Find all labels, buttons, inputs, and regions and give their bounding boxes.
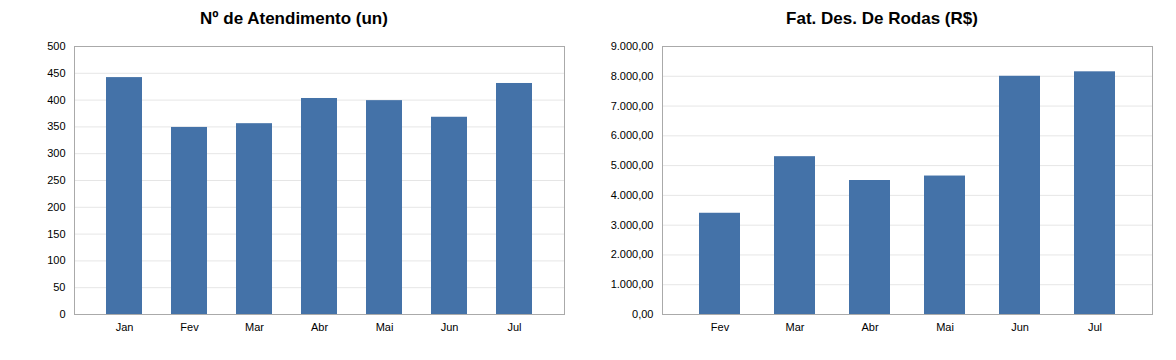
svg-text:Jul: Jul [507,321,521,333]
svg-text:1.000,00: 1.000,00 [611,278,654,290]
svg-text:Mai: Mai [936,321,954,333]
svg-text:50: 50 [53,281,65,293]
svg-text:3.000,00: 3.000,00 [611,219,654,231]
svg-text:6.000,00: 6.000,00 [611,129,654,141]
svg-text:Mar: Mar [245,321,264,333]
svg-text:Jan: Jan [116,321,134,333]
svg-text:350: 350 [47,120,65,132]
html-text:Fat. Des. De Rodas (R$): Fat. Des. De Rodas (R$) [786,9,978,28]
svg-text:300: 300 [47,147,65,159]
svg-text:Mai: Mai [376,321,394,333]
svg-text:Jun: Jun [1011,321,1029,333]
svg-text:Jun: Jun [441,321,459,333]
svg-text:200: 200 [47,201,65,213]
svg-text:450: 450 [47,67,65,79]
svg-text:Jul: Jul [1088,321,1102,333]
html-text:Nº de Atendimento (un): Nº de Atendimento (un) [200,9,388,28]
svg-text:2.000,00: 2.000,00 [611,248,654,260]
svg-text:5.000,00: 5.000,00 [611,159,654,171]
svg-text:0,00: 0,00 [632,308,653,320]
svg-text:7.000,00: 7.000,00 [611,100,654,112]
svg-text:Fev: Fev [180,321,199,333]
svg-text:400: 400 [47,94,65,106]
svg-text:500: 500 [47,40,65,52]
svg-text:8.000,00: 8.000,00 [611,70,654,82]
svg-text:250: 250 [47,174,65,186]
svg-text:0: 0 [59,308,65,320]
svg-text:9.000,00: 9.000,00 [611,40,654,52]
svg-text:Abr: Abr [861,321,878,333]
svg-text:Abr: Abr [311,321,328,333]
svg-text:Mar: Mar [786,321,805,333]
svg-text:Fev: Fev [711,321,730,333]
svg-text:4.000,00: 4.000,00 [611,189,654,201]
svg-text:150: 150 [47,228,65,240]
svg-text:100: 100 [47,254,65,266]
